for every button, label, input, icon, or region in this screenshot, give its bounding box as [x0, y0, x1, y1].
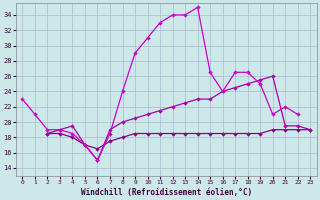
X-axis label: Windchill (Refroidissement éolien,°C): Windchill (Refroidissement éolien,°C): [81, 188, 252, 197]
